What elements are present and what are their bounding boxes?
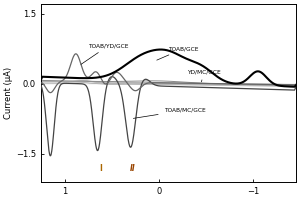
Text: I: I — [99, 164, 102, 173]
Text: TOAB/MC/GCE: TOAB/MC/GCE — [134, 108, 206, 118]
Text: II: II — [130, 164, 135, 173]
Text: TOAB/YD/GCE: TOAB/YD/GCE — [81, 43, 129, 64]
Text: TOAB/GCE: TOAB/GCE — [157, 46, 199, 60]
Text: YD/MC/GCE: YD/MC/GCE — [187, 69, 221, 82]
Y-axis label: Current (μA): Current (μA) — [4, 67, 13, 119]
